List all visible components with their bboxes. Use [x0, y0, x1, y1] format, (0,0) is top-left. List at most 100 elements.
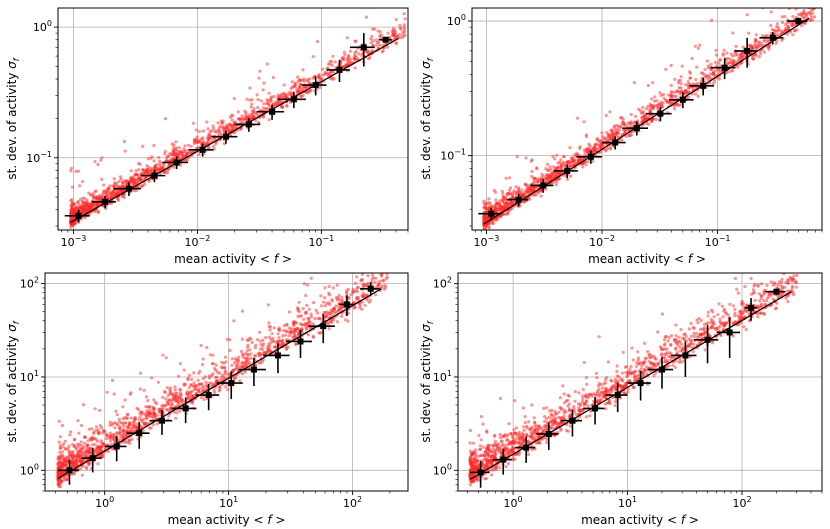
scatter-point [330, 313, 334, 317]
scatter-point [765, 38, 770, 42]
mean-marker [75, 212, 82, 219]
scatter-point [202, 397, 206, 401]
scatter-point [80, 200, 84, 204]
scatter-point [210, 383, 214, 387]
scatter-point [237, 355, 241, 359]
scatter-point [121, 435, 125, 439]
scatter-point [301, 78, 305, 82]
scatter-point [362, 295, 366, 299]
scatter-point [378, 279, 382, 284]
binned-mean-point [622, 121, 649, 136]
scatter-point [130, 437, 134, 441]
scatter-point [113, 426, 117, 430]
scatter-point [146, 399, 150, 403]
binned-mean-point [710, 58, 736, 80]
scatter-point [58, 458, 62, 462]
scatter-point [251, 109, 256, 113]
scatter-point [311, 322, 315, 326]
axes-frame [471, 7, 823, 231]
scatter-point [134, 189, 138, 193]
scatter-point [197, 383, 201, 387]
scatter-point [689, 334, 694, 338]
scatter-point [402, 12, 406, 16]
scatter-point [239, 349, 243, 353]
scatter-point [660, 104, 664, 108]
scatter-point [66, 455, 70, 459]
scatter-point [252, 107, 256, 111]
scatter-point [722, 48, 726, 52]
scatter-point [267, 321, 271, 325]
scatter-point [812, 15, 817, 19]
scatter-point [526, 190, 530, 194]
scatter-point [653, 99, 657, 103]
scatter-point [371, 27, 375, 31]
scatter-point [378, 262, 381, 265]
scatter-point [288, 330, 292, 334]
scatter-point [266, 101, 270, 105]
scatter-point [237, 117, 241, 121]
scatter-point [565, 161, 569, 165]
scatter-point [696, 94, 700, 98]
scatter-point [370, 35, 374, 39]
scatter-point [621, 117, 625, 121]
scatter-point [356, 295, 360, 299]
scatter-point [232, 375, 236, 379]
scatter-point [805, 14, 809, 18]
scatter-point [559, 164, 564, 168]
scatter-point [754, 46, 758, 50]
scatter-point [201, 363, 205, 367]
scatter-point [246, 343, 250, 347]
scatter-point [534, 193, 538, 197]
scatter-point [378, 261, 381, 264]
scatter-point [504, 202, 508, 206]
scatter-point [711, 82, 715, 86]
scatter-point [73, 455, 77, 459]
y-tick-label: 10−1 [440, 148, 466, 163]
scatter-point [63, 462, 67, 466]
scatter-point [670, 334, 674, 338]
scatter-point [329, 308, 333, 312]
scatter-point [679, 86, 683, 90]
scatter-point [95, 202, 99, 206]
scatter-point [779, 29, 784, 33]
y-tick-label: 101 [20, 369, 39, 384]
scatter-point [662, 96, 666, 100]
scatter-point [292, 320, 296, 324]
scatter-point [141, 429, 145, 433]
scatter-point [236, 110, 240, 114]
scatter-point [360, 278, 364, 282]
scatter-point [370, 49, 374, 53]
scatter-point [735, 53, 739, 57]
binned-mean-point [378, 36, 392, 43]
scatter-point [96, 462, 100, 466]
scatter-point [677, 79, 681, 83]
scatter-point [228, 348, 232, 353]
scatter-point [105, 433, 109, 437]
scatter-point [569, 160, 573, 165]
scatter-point [762, 50, 767, 54]
scatter-point [604, 113, 608, 118]
y-tick-label: 100 [33, 19, 52, 34]
scatter-point [302, 282, 306, 286]
scatter-point [650, 97, 654, 101]
scatter-point [215, 370, 219, 374]
scatter-point [174, 140, 178, 144]
scatter-point [753, 39, 757, 43]
scatter-point [259, 343, 263, 347]
scatter-point [150, 415, 154, 419]
scatter-point [272, 339, 276, 343]
scatter-point [256, 98, 260, 102]
scatter-point [348, 49, 352, 53]
scatter-point [86, 439, 90, 443]
scatter-point [169, 152, 173, 157]
scatter-point [707, 66, 711, 70]
scatter-point [80, 453, 84, 457]
scatter-point [673, 90, 677, 94]
mean-marker [564, 167, 571, 174]
scatter-point [169, 386, 173, 390]
scatter-point [320, 304, 324, 308]
scatter-point [83, 435, 87, 439]
scatter-point [373, 280, 377, 284]
scatter-point [559, 158, 563, 162]
scatter-point [245, 352, 250, 356]
